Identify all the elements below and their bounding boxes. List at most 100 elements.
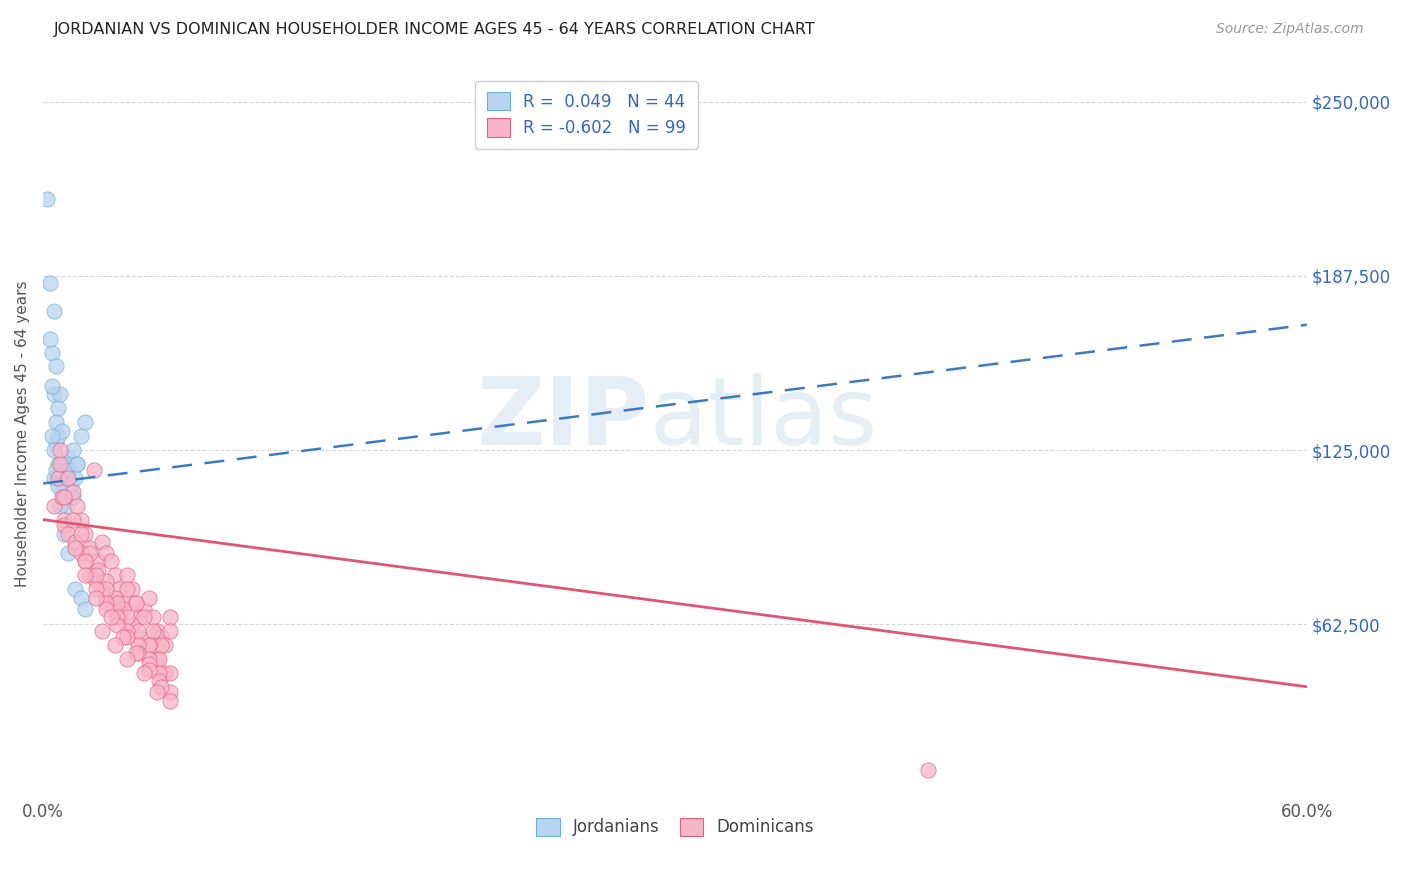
Point	[134, 601, 156, 615]
Point	[46, 457, 69, 471]
Point	[105, 596, 128, 610]
Point	[105, 610, 128, 624]
Point	[146, 652, 169, 666]
Point	[41, 429, 63, 443]
Point	[49, 387, 72, 401]
Point	[150, 680, 173, 694]
Point	[100, 610, 122, 624]
Point	[62, 513, 84, 527]
Point	[42, 443, 65, 458]
Point	[70, 591, 93, 605]
Point	[121, 582, 143, 597]
Point	[45, 359, 67, 374]
Point	[159, 624, 181, 638]
Point	[53, 491, 76, 505]
Point	[96, 601, 118, 615]
Point	[138, 663, 160, 677]
Point	[84, 574, 107, 588]
Point	[146, 624, 169, 638]
Point	[42, 387, 65, 401]
Point	[45, 434, 67, 449]
Point	[104, 568, 127, 582]
Point	[87, 563, 110, 577]
Point	[46, 479, 69, 493]
Point	[41, 379, 63, 393]
Point	[75, 415, 97, 429]
Point	[142, 610, 165, 624]
Point	[100, 554, 122, 568]
Point	[148, 665, 170, 680]
Point	[62, 484, 84, 499]
Point	[117, 652, 139, 666]
Y-axis label: Householder Income Ages 45 - 64 years: Householder Income Ages 45 - 64 years	[15, 280, 30, 587]
Point	[146, 685, 169, 699]
Legend: Jordanians, Dominicans: Jordanians, Dominicans	[527, 809, 823, 845]
Point	[159, 685, 181, 699]
Point	[49, 443, 72, 458]
Point	[66, 457, 89, 471]
Point	[125, 646, 148, 660]
Point	[155, 638, 177, 652]
Point	[53, 457, 76, 471]
Point	[70, 513, 93, 527]
Point	[138, 638, 160, 652]
Point	[112, 601, 135, 615]
Point	[104, 591, 127, 605]
Point	[138, 652, 160, 666]
Text: JORDANIAN VS DOMINICAN HOUSEHOLDER INCOME AGES 45 - 64 YEARS CORRELATION CHART: JORDANIAN VS DOMINICAN HOUSEHOLDER INCOM…	[53, 22, 815, 37]
Point	[148, 652, 170, 666]
Point	[91, 624, 114, 638]
Point	[49, 462, 72, 476]
Point	[58, 471, 80, 485]
Point	[37, 193, 59, 207]
Point	[70, 526, 93, 541]
Point	[121, 618, 143, 632]
Point	[142, 624, 165, 638]
Point	[96, 596, 118, 610]
Point	[75, 554, 97, 568]
Point	[53, 513, 76, 527]
Point	[150, 630, 173, 644]
Point	[84, 591, 107, 605]
Point	[58, 462, 80, 476]
Point	[87, 554, 110, 568]
Point	[75, 526, 97, 541]
Point	[112, 630, 135, 644]
Point	[49, 499, 72, 513]
Point	[96, 546, 118, 560]
Point	[62, 443, 84, 458]
Point	[96, 582, 118, 597]
Point	[96, 591, 118, 605]
Point	[108, 582, 131, 597]
Point	[108, 610, 131, 624]
Point	[127, 624, 149, 638]
Point	[117, 630, 139, 644]
Point	[75, 568, 97, 582]
Point	[46, 401, 69, 416]
Point	[38, 332, 60, 346]
Point	[55, 471, 77, 485]
Point	[63, 535, 86, 549]
Point	[58, 546, 80, 560]
Point	[46, 471, 69, 485]
Point	[63, 541, 86, 555]
Point	[105, 618, 128, 632]
Point	[66, 457, 89, 471]
Point	[58, 526, 80, 541]
Point	[159, 610, 181, 624]
Text: atlas: atlas	[650, 373, 877, 465]
Point	[138, 591, 160, 605]
Point	[79, 568, 101, 582]
Text: ZIP: ZIP	[477, 373, 650, 465]
Point	[91, 582, 114, 597]
Point	[51, 424, 73, 438]
Point	[84, 582, 107, 597]
Point	[117, 610, 139, 624]
Point	[129, 610, 152, 624]
Point	[117, 624, 139, 638]
Point	[91, 535, 114, 549]
Text: Source: ZipAtlas.com: Source: ZipAtlas.com	[1216, 22, 1364, 37]
Point	[49, 457, 72, 471]
Point	[55, 499, 77, 513]
Point	[134, 665, 156, 680]
